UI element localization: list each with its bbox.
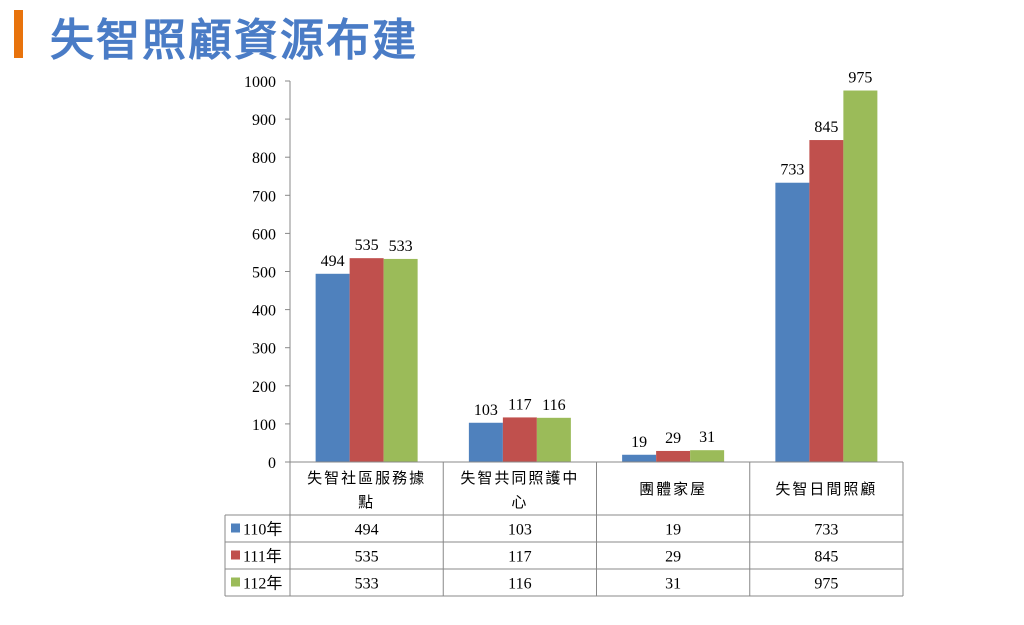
- data-label: 533: [389, 238, 413, 255]
- bar: [315, 273, 350, 462]
- bar: [536, 417, 571, 462]
- bar: [502, 417, 537, 462]
- table-cell: 535: [355, 549, 379, 566]
- y-tick-label: 1000: [244, 74, 276, 91]
- table-cell: 19: [665, 522, 681, 539]
- bar: [349, 258, 384, 462]
- table-cell: 117: [508, 549, 531, 566]
- data-label: 733: [780, 162, 804, 179]
- data-label: 116: [542, 397, 565, 414]
- y-tick-label: 700: [252, 188, 276, 205]
- data-label: 103: [474, 402, 498, 419]
- bar: [843, 90, 878, 463]
- bar: [622, 454, 657, 462]
- category-label: 心: [511, 494, 528, 511]
- bar: [809, 140, 844, 462]
- y-tick-label: 0: [268, 455, 276, 472]
- legend-label: 111年: [243, 548, 282, 566]
- y-tick-label: 200: [252, 379, 276, 396]
- category-label: 失智共同照護中: [460, 469, 579, 487]
- bar: [383, 258, 418, 462]
- data-label: 494: [321, 253, 345, 270]
- data-label: 19: [631, 434, 647, 451]
- category-label: 失智社區服務據: [307, 469, 426, 487]
- data-label: 535: [355, 237, 379, 254]
- table-cell: 533: [355, 576, 379, 593]
- table-cell: 29: [665, 549, 681, 566]
- legend-swatch: [231, 577, 240, 587]
- category-label: 點: [358, 494, 375, 511]
- data-label: 845: [814, 119, 838, 136]
- y-tick-label: 400: [252, 303, 276, 320]
- table-cell: 31: [665, 576, 681, 593]
- data-label: 29: [665, 430, 681, 447]
- category-label: 失智日間照顧: [775, 480, 877, 498]
- table-cell: 733: [814, 522, 838, 539]
- table-cell: 975: [814, 576, 838, 593]
- y-tick-label: 900: [252, 112, 276, 129]
- title-accent-bar: [14, 10, 23, 58]
- legend-swatch: [231, 523, 240, 533]
- legend-label: 110年: [243, 521, 282, 539]
- y-tick-label: 500: [252, 265, 276, 282]
- y-tick-label: 800: [252, 150, 276, 167]
- bar: [775, 182, 810, 463]
- bar: [468, 422, 503, 462]
- page-title: 失智照顧資源布建: [50, 15, 418, 66]
- bar: [656, 450, 691, 462]
- bar: [690, 450, 725, 462]
- legend-label: 112年: [243, 575, 282, 593]
- y-tick-label: 600: [252, 226, 276, 243]
- data-label: 975: [848, 70, 872, 87]
- y-tick-label: 100: [252, 417, 276, 434]
- table-cell: 103: [508, 522, 532, 539]
- table-cell: 845: [814, 549, 838, 566]
- y-tick-label: 300: [252, 341, 276, 358]
- table-cell: 494: [355, 522, 379, 539]
- data-label: 31: [699, 429, 715, 446]
- legend-swatch: [231, 550, 240, 560]
- table-cell: 116: [508, 576, 531, 593]
- category-label: 團體家屋: [639, 481, 707, 498]
- data-label: 117: [508, 396, 531, 413]
